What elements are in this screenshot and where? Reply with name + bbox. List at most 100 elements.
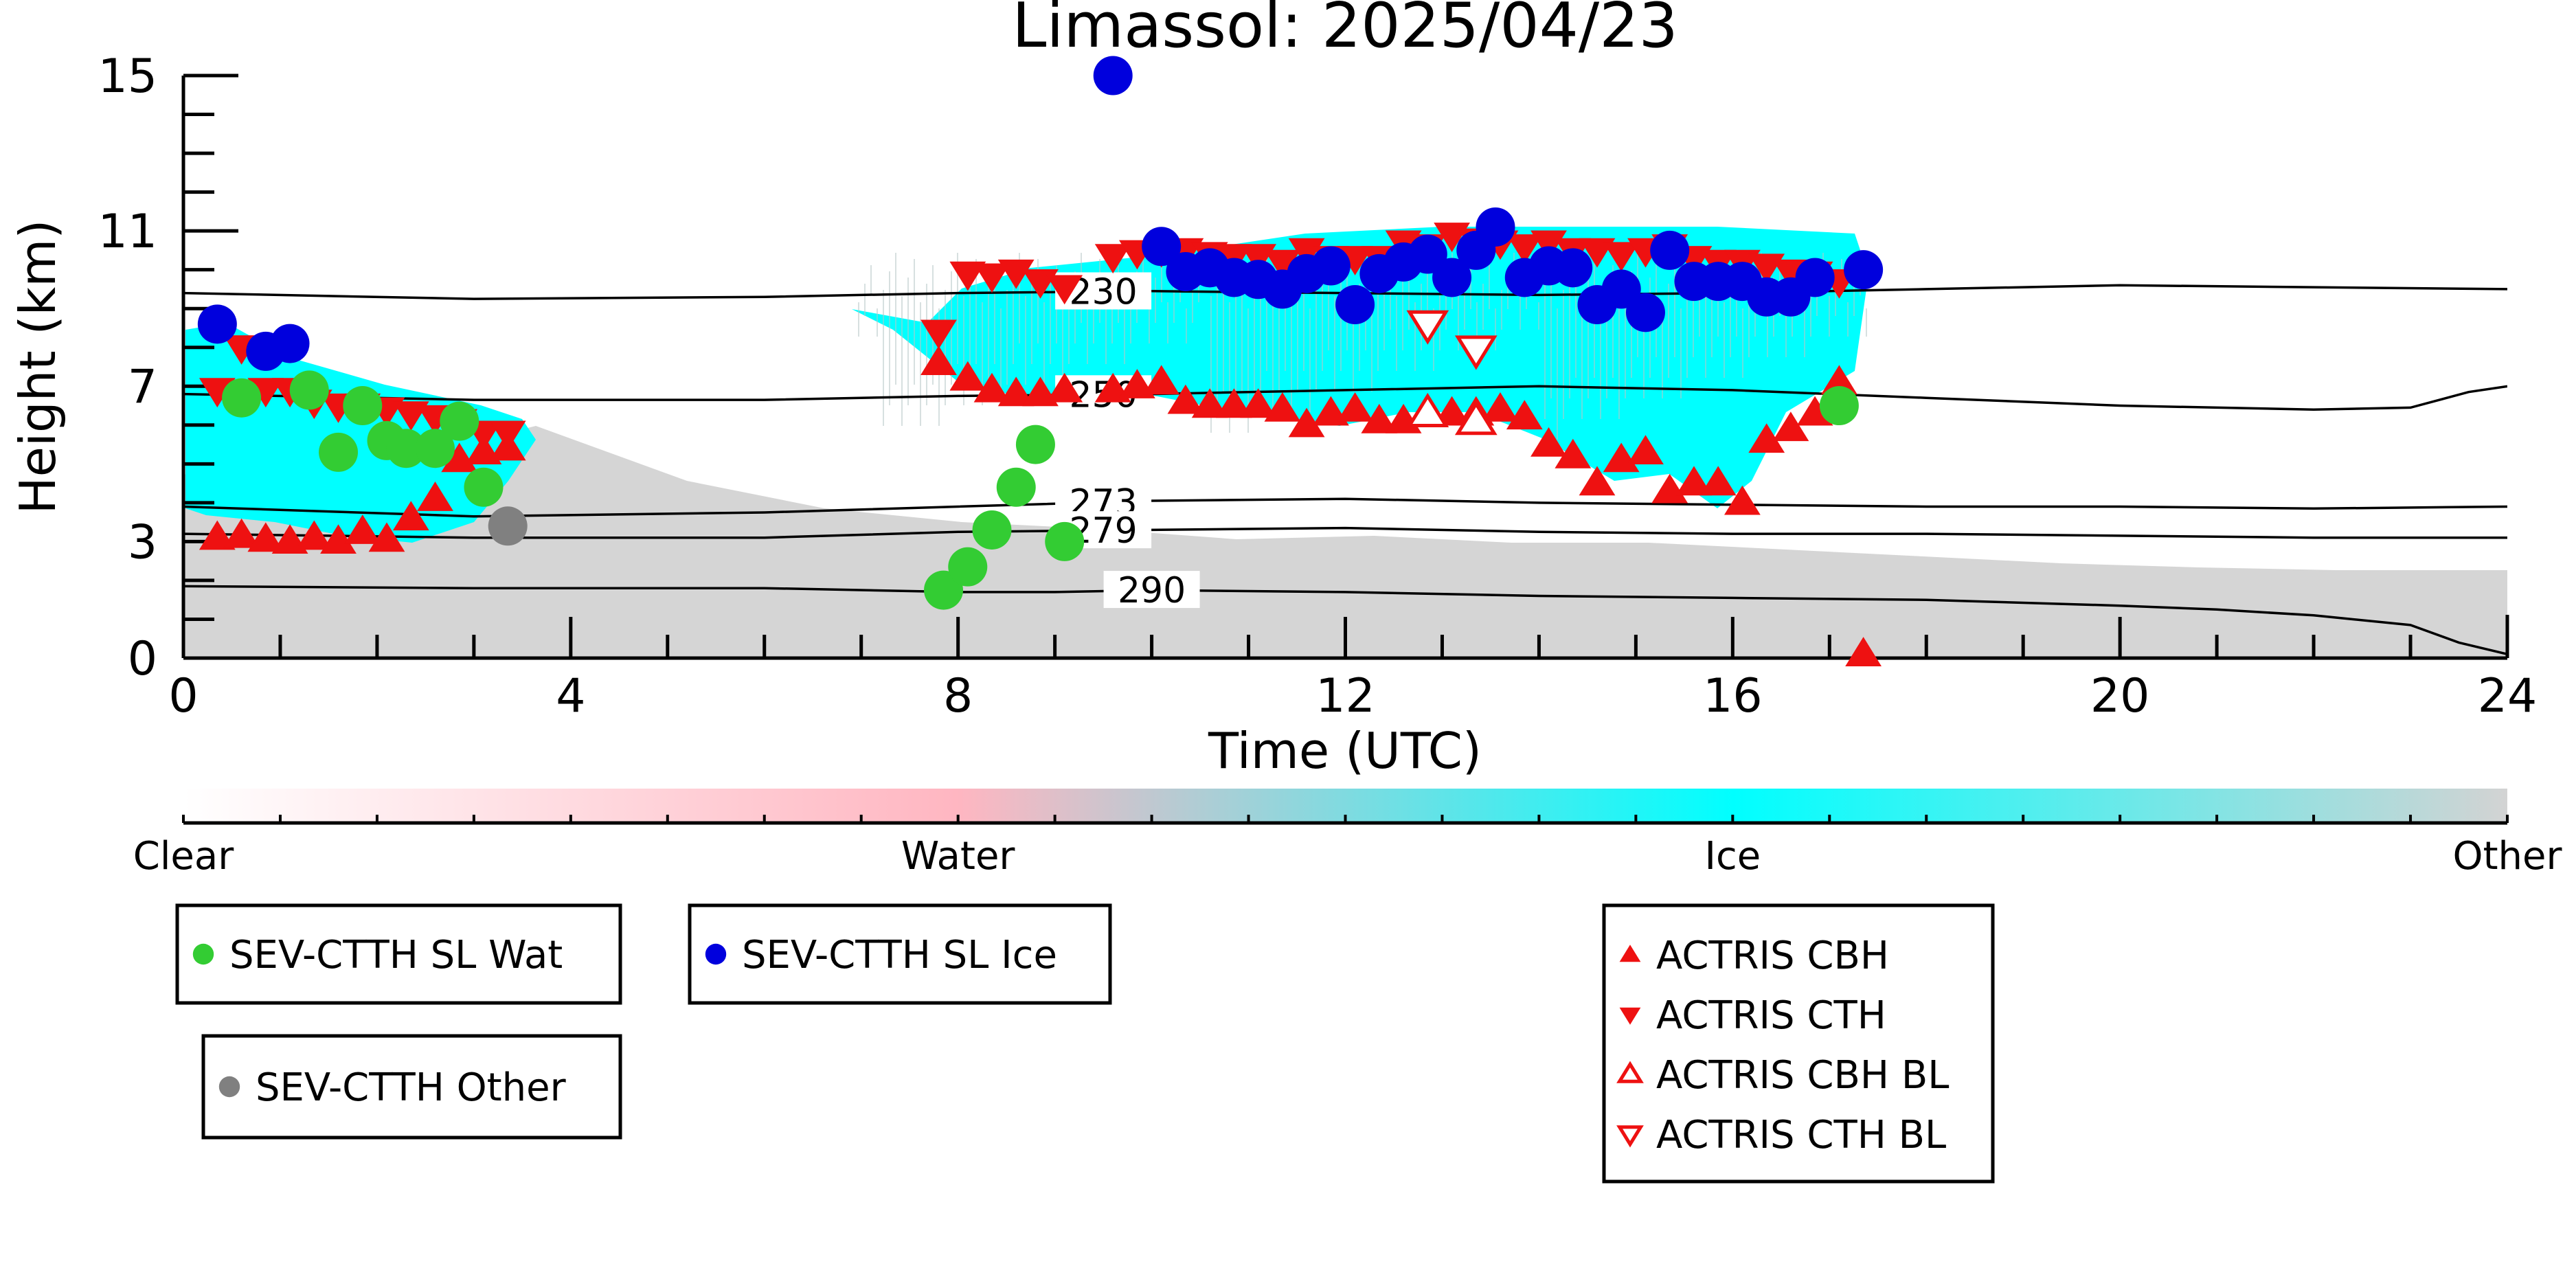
data-point bbox=[1167, 384, 1204, 414]
legend-marker bbox=[1619, 945, 1641, 962]
data-point bbox=[1264, 392, 1301, 422]
colorbar-label: Water bbox=[901, 834, 1016, 879]
data-point bbox=[1650, 230, 1690, 270]
legend-label: ACTRIS CBH bbox=[1656, 934, 1889, 978]
data-point bbox=[996, 467, 1036, 507]
legend-frame bbox=[175, 903, 622, 1005]
data-point bbox=[1579, 466, 1616, 496]
data-point bbox=[1506, 234, 1543, 264]
data-point bbox=[1240, 388, 1276, 418]
data-point bbox=[440, 401, 479, 441]
data-point bbox=[1142, 227, 1182, 267]
legend-frame bbox=[688, 903, 1112, 1005]
colorbar: Clear Water Ice Other bbox=[133, 789, 2563, 879]
data-point bbox=[1311, 246, 1351, 286]
y-tick-label: 11 bbox=[98, 205, 157, 259]
series-sev-ctth-sl-wat bbox=[222, 370, 1859, 610]
legend-box: SEV-CTTH Other bbox=[201, 1034, 622, 1140]
legend-box: ACTRIS CBH ACTRIS CTH ACTRIS CBH BL ACTRIS … bbox=[1602, 903, 1995, 1184]
series-actris-cbh bbox=[199, 346, 1882, 666]
data-point bbox=[1408, 234, 1447, 274]
data-point bbox=[949, 361, 986, 391]
data-point bbox=[1675, 466, 1713, 496]
data-point bbox=[1819, 386, 1859, 426]
data-point bbox=[1506, 400, 1543, 430]
chart-title: Limassol: 2025/04/23 bbox=[1012, 0, 1677, 62]
data-point bbox=[392, 501, 429, 531]
data-point bbox=[1844, 250, 1884, 290]
legends: SEV-CTTH SL Wat SEV-CTTH SL Ice SEV-CTTH O… bbox=[175, 903, 1995, 1184]
legend-marker bbox=[1616, 1125, 1644, 1148]
data-point bbox=[1601, 269, 1641, 309]
ice-class-area-left bbox=[185, 323, 536, 543]
y-tick-label: 3 bbox=[128, 515, 157, 569]
data-point bbox=[1845, 637, 1882, 666]
data-point bbox=[1406, 310, 1449, 345]
x-tick-label: 16 bbox=[1703, 669, 1763, 723]
data-point bbox=[1337, 246, 1373, 275]
data-point bbox=[1454, 400, 1498, 436]
data-point bbox=[199, 378, 236, 408]
data-point bbox=[1772, 411, 1809, 442]
data-point bbox=[488, 506, 528, 546]
y-axis-ticks: 0 3 7 11 15 bbox=[98, 49, 238, 686]
y-axis-label: Height (km) bbox=[9, 220, 67, 515]
data-point bbox=[1406, 392, 1449, 427]
data-point bbox=[1143, 365, 1180, 395]
data-point bbox=[197, 304, 237, 344]
data-point bbox=[972, 510, 1012, 550]
data-point bbox=[1482, 392, 1519, 422]
isotherm-line bbox=[183, 526, 2507, 539]
legend-frame bbox=[1602, 903, 1995, 1184]
data-point bbox=[1264, 249, 1301, 280]
data-point bbox=[464, 467, 504, 507]
y-tick-label: 15 bbox=[98, 49, 157, 104]
data-point bbox=[1288, 238, 1325, 268]
data-point bbox=[1795, 258, 1835, 297]
series-sev-ctth-sl-ice bbox=[197, 56, 1884, 371]
data-point bbox=[222, 378, 262, 418]
data-marks bbox=[197, 56, 1884, 666]
data-point bbox=[1625, 293, 1665, 332]
x-tick-label: 8 bbox=[943, 669, 973, 723]
data-point bbox=[199, 520, 236, 550]
data-point bbox=[223, 518, 260, 548]
x-axis-ticks: 0 4 8 12 16 20 24 bbox=[168, 617, 2537, 723]
x-tick-label: 20 bbox=[2090, 669, 2150, 723]
colorbar-ticks bbox=[182, 815, 2509, 823]
legend-label: SEV-CTTH Other bbox=[256, 1065, 567, 1110]
data-point bbox=[1651, 473, 1688, 504]
data-point bbox=[949, 261, 986, 291]
data-point bbox=[973, 372, 1010, 403]
data-point bbox=[1627, 435, 1664, 464]
isotherm-line bbox=[183, 385, 2507, 411]
data-point bbox=[247, 522, 284, 552]
data-point bbox=[973, 263, 1010, 293]
data-point bbox=[1699, 466, 1737, 496]
colorbar-label: Other bbox=[2452, 834, 2562, 879]
data-point bbox=[1432, 258, 1472, 297]
data-point bbox=[1361, 403, 1398, 433]
colorbar-label: Ice bbox=[1704, 834, 1761, 879]
legend-marker bbox=[218, 1076, 240, 1098]
data-point bbox=[1603, 242, 1640, 272]
legend-box: SEV-CTTH SL Ice bbox=[688, 903, 1112, 1005]
data-point bbox=[489, 420, 526, 451]
isotherm-line bbox=[183, 585, 2507, 656]
data-point bbox=[247, 378, 284, 408]
series-sev-ctth-other bbox=[488, 506, 528, 546]
legend-marker bbox=[705, 943, 727, 965]
legend-label: ACTRIS CTH bbox=[1656, 993, 1886, 1038]
data-point bbox=[343, 386, 383, 426]
colorbar-labels: Clear Water Ice Other bbox=[133, 834, 2563, 879]
x-tick-label: 0 bbox=[168, 669, 198, 723]
data-point bbox=[1476, 207, 1515, 247]
isotherm-label-bg bbox=[1103, 571, 1200, 609]
data-point bbox=[1046, 275, 1083, 305]
data-point bbox=[1015, 425, 1055, 464]
data-point bbox=[320, 524, 357, 554]
legend-marker bbox=[1619, 1007, 1641, 1025]
data-point bbox=[417, 482, 453, 511]
data-point bbox=[1530, 230, 1567, 260]
